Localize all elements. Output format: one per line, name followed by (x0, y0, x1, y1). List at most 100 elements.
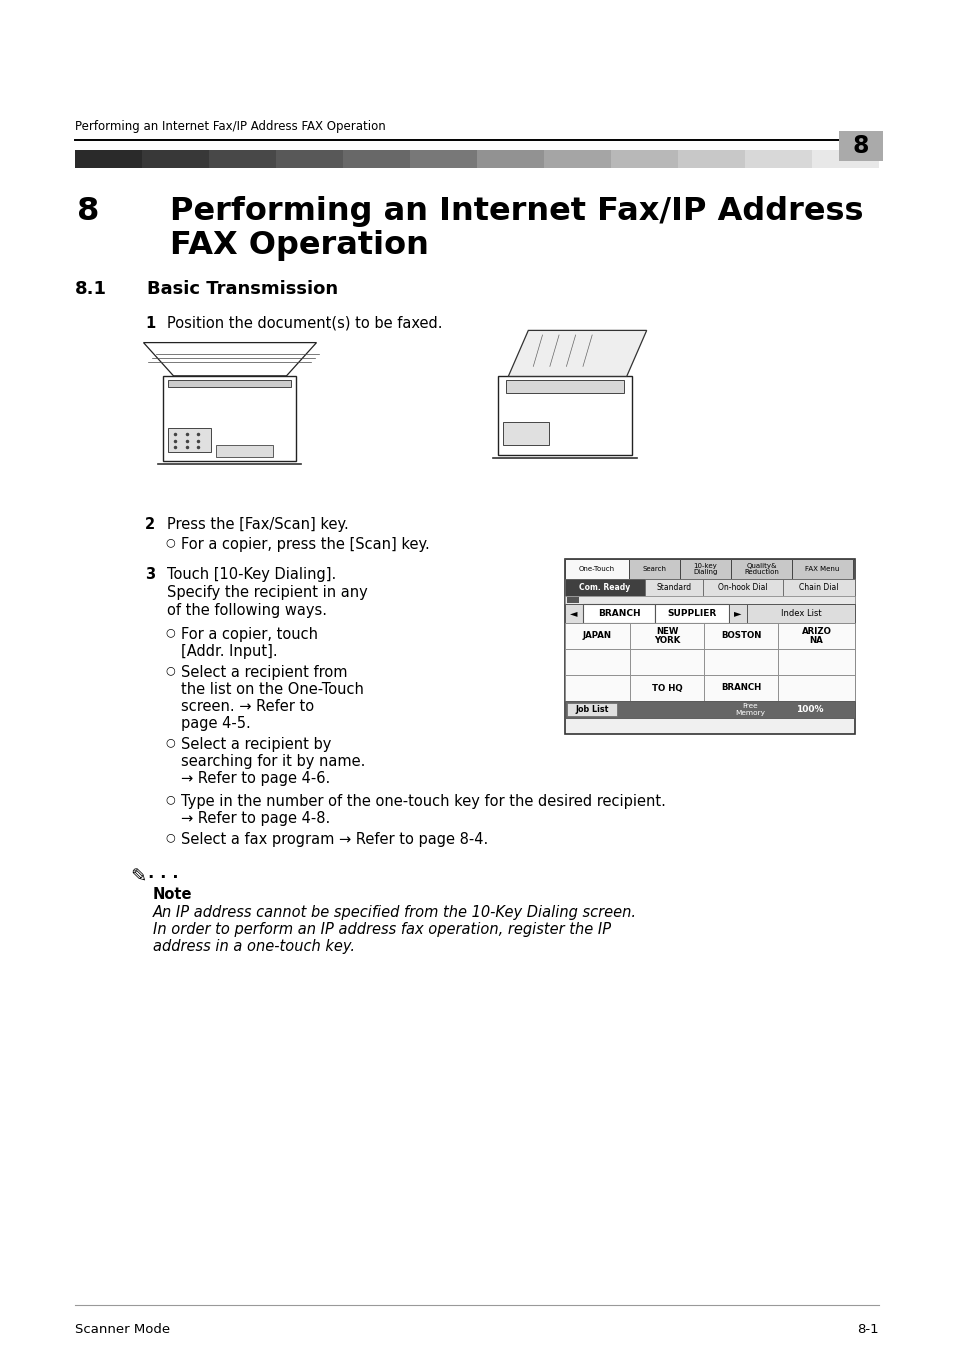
Bar (628, 559, 679, 580)
Text: In order to perform an IP address fax operation, register the IP: In order to perform an IP address fax op… (152, 921, 611, 938)
Bar (703, 676, 778, 701)
Bar (644, 580, 702, 596)
Bar (503, 423, 549, 446)
Text: SUPPLIER: SUPPLIER (667, 609, 716, 617)
Text: An IP address cannot be specified from the 10-Key Dialing screen.: An IP address cannot be specified from t… (152, 905, 637, 920)
Text: 8: 8 (852, 134, 868, 158)
Bar (811, 150, 879, 168)
Text: ARIZO
NA: ARIZO NA (801, 627, 831, 644)
Text: Search: Search (641, 566, 666, 571)
Text: Position the document(s) to be faxed.: Position the document(s) to be faxed. (167, 316, 442, 331)
Bar (169, 380, 292, 388)
Text: FAX Operation: FAX Operation (170, 230, 429, 261)
Text: address in a one-touch key.: address in a one-touch key. (152, 939, 355, 954)
Bar (543, 150, 611, 168)
Text: BRANCH: BRANCH (720, 684, 760, 693)
Bar (476, 150, 544, 168)
Text: JAPAN: JAPAN (582, 631, 612, 640)
Bar (142, 150, 210, 168)
Polygon shape (508, 331, 646, 377)
Text: BOSTON: BOSTON (720, 631, 760, 640)
Bar (343, 150, 410, 168)
Text: Quality&
Reduction: Quality& Reduction (743, 563, 778, 576)
Bar (679, 559, 730, 580)
Text: Select a fax program → Refer to page 8-4.: Select a fax program → Refer to page 8-4… (181, 832, 488, 847)
Text: ✎: ✎ (130, 867, 146, 886)
Text: Job List: Job List (575, 705, 608, 713)
Text: → Refer to page 4-8.: → Refer to page 4-8. (181, 811, 330, 825)
Bar (564, 701, 854, 717)
Bar (838, 131, 882, 161)
Text: Standard: Standard (656, 584, 691, 592)
Text: Select a recipient from: Select a recipient from (181, 665, 347, 680)
Text: the list on the One-Touch: the list on the One-Touch (181, 682, 363, 697)
Bar (678, 150, 744, 168)
Bar (744, 150, 812, 168)
Text: For a copier, press the [Scan] key.: For a copier, press the [Scan] key. (181, 536, 429, 553)
Text: BRANCH: BRANCH (598, 609, 639, 617)
Bar (582, 604, 655, 623)
Text: Select a recipient by: Select a recipient by (181, 738, 331, 753)
Text: ○: ○ (165, 794, 174, 804)
Text: FAX Menu: FAX Menu (804, 566, 839, 571)
Bar (215, 446, 273, 457)
Text: NEW
YORK: NEW YORK (653, 627, 679, 644)
Text: Index List: Index List (780, 609, 821, 617)
Bar (410, 150, 477, 168)
Bar (703, 648, 778, 676)
Bar (728, 604, 746, 623)
Bar (629, 623, 703, 648)
Text: Performing an Internet Fax/IP Address: Performing an Internet Fax/IP Address (170, 196, 862, 227)
Text: 1: 1 (145, 316, 155, 331)
Text: . . .: . . . (148, 865, 178, 882)
Bar (703, 623, 778, 648)
Text: Performing an Internet Fax/IP Address FAX Operation: Performing an Internet Fax/IP Address FA… (75, 120, 385, 132)
Bar (702, 580, 782, 596)
Text: Scanner Mode: Scanner Mode (75, 1323, 170, 1336)
Bar (730, 559, 791, 580)
Text: page 4-5.: page 4-5. (181, 716, 251, 731)
Bar (566, 703, 617, 716)
Text: 10-key
Dialing: 10-key Dialing (693, 563, 717, 576)
Bar (497, 377, 631, 454)
Bar (564, 623, 629, 648)
Text: ◄: ◄ (570, 608, 578, 619)
Text: Touch [10-Key Dialing].: Touch [10-Key Dialing]. (167, 567, 335, 582)
Bar (782, 580, 854, 596)
Bar (778, 623, 854, 648)
Text: Memory: Memory (734, 709, 764, 716)
Text: ○: ○ (165, 627, 174, 638)
Text: For a copier, touch: For a copier, touch (181, 627, 317, 642)
Text: 8-1: 8-1 (857, 1323, 878, 1336)
Text: 100%: 100% (796, 705, 822, 713)
Bar (629, 648, 703, 676)
Text: Specify the recipient in any: Specify the recipient in any (167, 585, 367, 600)
Text: 3: 3 (145, 567, 155, 582)
Text: Note: Note (152, 888, 193, 902)
Text: ○: ○ (165, 536, 174, 547)
Text: Chain Dial: Chain Dial (799, 584, 838, 592)
Bar (564, 559, 854, 734)
Text: Com. Ready: Com. Ready (578, 584, 630, 592)
Bar (655, 604, 728, 623)
Bar (610, 150, 678, 168)
Bar (506, 380, 623, 393)
Bar (746, 604, 854, 623)
Text: ○: ○ (165, 738, 174, 747)
Bar (791, 559, 852, 580)
Bar (209, 150, 276, 168)
Text: 8: 8 (77, 196, 99, 227)
Bar (564, 559, 628, 580)
Text: [Addr. Input].: [Addr. Input]. (181, 644, 277, 659)
Text: Type in the number of the one-touch key for the desired recipient.: Type in the number of the one-touch key … (181, 794, 665, 809)
Text: of the following ways.: of the following ways. (167, 603, 327, 617)
Bar (629, 676, 703, 701)
Text: 8.1: 8.1 (75, 280, 107, 299)
Bar (275, 150, 343, 168)
Text: searching for it by name.: searching for it by name. (181, 754, 365, 769)
Text: ○: ○ (165, 665, 174, 676)
Text: Basic Transmission: Basic Transmission (147, 280, 337, 299)
Text: Free: Free (741, 703, 757, 708)
Bar (564, 604, 582, 623)
Bar (564, 580, 644, 596)
